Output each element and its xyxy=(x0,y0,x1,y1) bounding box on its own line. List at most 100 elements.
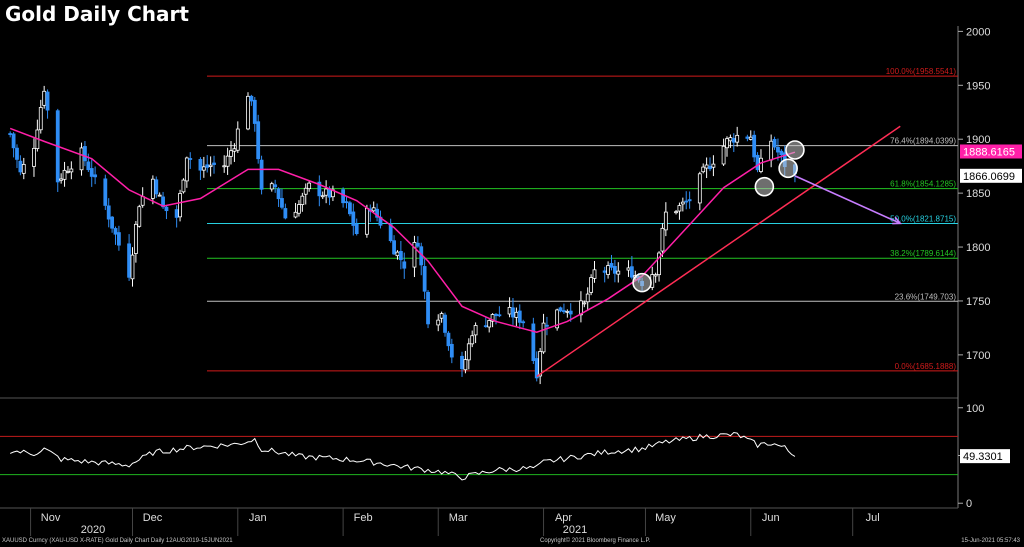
candle-body xyxy=(755,154,760,171)
candle-body xyxy=(470,335,475,345)
candle-body xyxy=(759,157,763,172)
x-month-label: Nov xyxy=(41,512,61,524)
candle-body xyxy=(538,351,543,377)
candle-body xyxy=(69,168,74,173)
projection-arrow xyxy=(794,175,901,225)
candle-body xyxy=(711,163,716,168)
candle-body xyxy=(657,252,661,276)
y-tick-label: 2000 xyxy=(966,26,990,38)
price-tag-label: 1888.6165 xyxy=(963,146,1015,158)
x-year-label: 2020 xyxy=(81,524,105,536)
candle-body xyxy=(246,95,250,130)
candle-body xyxy=(731,138,736,143)
candle-body xyxy=(422,266,427,292)
candle-body xyxy=(38,107,43,131)
candle-body xyxy=(66,171,70,173)
candle-body xyxy=(11,133,16,149)
candle-body xyxy=(341,189,346,204)
candle-body xyxy=(252,99,257,124)
candle-body xyxy=(589,277,594,293)
candle-body xyxy=(235,128,240,151)
candle-body xyxy=(449,343,454,358)
candle-body xyxy=(178,193,182,218)
fib-label: 76.4%(1894.0399) xyxy=(890,137,956,146)
y-tick-label: 1800 xyxy=(966,242,990,254)
candle-body xyxy=(436,319,441,326)
candle-body xyxy=(521,321,526,324)
candle-body xyxy=(473,325,478,336)
candle-body xyxy=(517,310,522,323)
candle-body xyxy=(446,332,451,347)
candle-body xyxy=(426,291,430,325)
x-month-label: Feb xyxy=(354,512,373,524)
candle-body xyxy=(531,323,536,361)
candle-body xyxy=(388,224,393,242)
candle-body xyxy=(348,202,352,215)
highlight-circle xyxy=(754,176,775,197)
candle-body xyxy=(395,251,400,257)
candle-body xyxy=(93,174,98,178)
x-month-label: May xyxy=(655,512,676,524)
candle-body xyxy=(701,166,706,173)
candle-body xyxy=(222,165,227,168)
y-tick-label: 1900 xyxy=(966,134,990,146)
candle-body xyxy=(198,158,203,171)
candle-body xyxy=(283,208,288,219)
candle-body xyxy=(674,211,678,214)
price-tag xyxy=(960,168,1022,183)
candle-body xyxy=(364,207,369,235)
candle-body xyxy=(490,314,495,322)
footer-copyright: Copyright© 2021 Bloomberg Finance L.P. xyxy=(540,538,651,544)
candle-body xyxy=(776,147,780,153)
candle-body xyxy=(697,173,702,204)
candle-body xyxy=(653,274,658,277)
candle-body xyxy=(164,206,169,212)
candle-body xyxy=(616,270,621,275)
candle-body xyxy=(585,293,590,303)
fib-label: 38.2%(1789.6144) xyxy=(890,249,956,258)
candle-body xyxy=(725,138,729,149)
candle-body xyxy=(402,261,407,269)
candle-body xyxy=(89,168,94,177)
candle-body xyxy=(483,325,488,328)
candle-body xyxy=(62,169,67,180)
footer-timestamp: 15-Jun-2021 05:57:43 xyxy=(961,538,1020,544)
candle-body xyxy=(660,227,665,252)
candle-body xyxy=(269,183,274,190)
candle-body xyxy=(663,211,668,231)
candle-body xyxy=(354,223,359,235)
y-tick-label: 1950 xyxy=(966,80,990,92)
rsi-y-tick-label: 0 xyxy=(966,498,972,510)
candle-body xyxy=(680,201,685,205)
candle-body xyxy=(188,158,193,160)
candle-body xyxy=(626,267,631,271)
highlight-circle xyxy=(632,272,652,293)
candle-body xyxy=(398,250,403,261)
footer-source: XAUUSD Curncy (XAU-USD X-RATE) Gold Dail… xyxy=(2,538,233,544)
fib-label: 61.8%(1854.1285) xyxy=(890,180,956,189)
candle-body xyxy=(174,209,179,218)
candle-body xyxy=(579,300,583,316)
trendline xyxy=(536,125,901,378)
candle-body xyxy=(320,195,325,198)
candle-body xyxy=(565,310,570,313)
candle-body xyxy=(86,161,91,171)
candle-body xyxy=(772,139,777,148)
candle-body xyxy=(463,359,468,371)
chart-title: Gold Daily Chart xyxy=(5,2,189,26)
candle-body xyxy=(297,204,301,214)
candle-body xyxy=(113,228,118,235)
candle-body xyxy=(157,194,162,197)
candle-body xyxy=(79,147,84,171)
candle-body xyxy=(494,313,498,317)
candle-body xyxy=(606,265,610,275)
candle-body xyxy=(303,187,308,195)
candle-body xyxy=(568,310,573,315)
x-month-label: Jan xyxy=(249,512,267,524)
y-tick-label: 1750 xyxy=(966,296,990,308)
candle-body xyxy=(249,95,254,102)
rsi-value-label: 49.3301 xyxy=(963,451,1003,463)
candle-body xyxy=(466,343,471,361)
candle-body xyxy=(140,196,145,206)
candle-body xyxy=(181,179,186,193)
